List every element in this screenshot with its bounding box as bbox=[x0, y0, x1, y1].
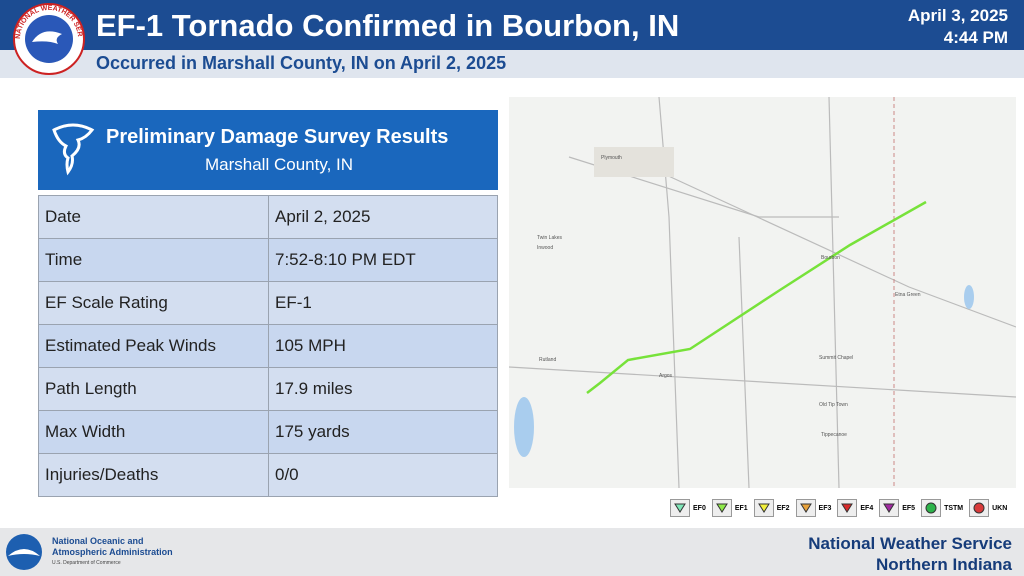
noaa-line: National Oceanic and bbox=[52, 536, 144, 546]
value-cell: 0/0 bbox=[268, 453, 498, 497]
legend-swatch bbox=[753, 499, 774, 517]
legend-swatch bbox=[711, 499, 732, 517]
table-row: Path Length 17.9 miles bbox=[38, 367, 498, 411]
panel-subtitle: Marshall County, IN bbox=[205, 155, 354, 174]
legend-swatch bbox=[921, 499, 942, 517]
legend-item: UKN bbox=[969, 499, 1007, 517]
nws-line: National Weather Service bbox=[808, 534, 1012, 553]
nws-logo: NATIONAL WEATHER SERVICE bbox=[10, 2, 85, 75]
legend-swatch bbox=[879, 499, 900, 517]
label-cell: Time bbox=[38, 238, 269, 282]
value-cell: 7:52-8:10 PM EDT bbox=[268, 238, 498, 282]
label-cell: Max Width bbox=[38, 410, 269, 454]
time: 4:44 PM bbox=[943, 28, 1008, 47]
title: EF-1 Tornado Confirmed in Bourbon, IN bbox=[96, 8, 680, 43]
table-row: Max Width 175 yards bbox=[38, 410, 498, 454]
legend-item: EF0 bbox=[670, 499, 706, 517]
nws-office: National Weather Service Northern Indiana bbox=[808, 533, 1012, 575]
legend-swatch bbox=[795, 499, 816, 517]
label-cell: Date bbox=[38, 195, 269, 239]
legend-item: EF2 bbox=[753, 499, 790, 517]
date: April 3, 2025 bbox=[907, 6, 1008, 25]
legend-label: EF1 bbox=[734, 504, 748, 512]
table-row: Time 7:52-8:10 PM EDT bbox=[38, 238, 498, 282]
map-label: Rutland bbox=[539, 357, 557, 363]
footer-bar bbox=[0, 528, 1024, 576]
legend-item: EF5 bbox=[879, 499, 915, 517]
legend-item: EF4 bbox=[837, 499, 873, 517]
legend-label: EF3 bbox=[818, 504, 832, 512]
issued: April 3, 2025 4:44 PM bbox=[908, 5, 1008, 49]
legend-swatch bbox=[837, 499, 858, 517]
legend: EF0 EF1 EF2 EF3 EF4 EF5 TSTM UKN bbox=[670, 497, 1007, 519]
legend-item: EF1 bbox=[711, 499, 748, 517]
map-label: Argos bbox=[659, 373, 673, 379]
map-lines bbox=[509, 97, 1016, 488]
panel-header: Preliminary Damage Survey Results Marsha… bbox=[38, 110, 498, 190]
legend-item: TSTM bbox=[921, 499, 963, 517]
tornado-icon bbox=[52, 123, 95, 176]
legend-label: EF4 bbox=[860, 504, 874, 512]
noaa-logo bbox=[6, 534, 42, 570]
value-cell: 175 yards bbox=[268, 410, 498, 454]
value-cell: 17.9 miles bbox=[268, 367, 498, 411]
legend-label: TSTM bbox=[944, 504, 964, 512]
legend-label: EF5 bbox=[902, 504, 916, 512]
legend-label: EF2 bbox=[776, 504, 790, 512]
label-cell: Injuries/Deaths bbox=[38, 453, 269, 497]
value-cell: EF-1 bbox=[268, 281, 498, 325]
legend-item: EF3 bbox=[795, 499, 832, 517]
legend-label: EF0 bbox=[693, 504, 706, 512]
map-label: Twin Lakes bbox=[537, 235, 563, 241]
results-table: Date April 2, 2025 Time 7:52-8:10 PM EDT EF … bbox=[38, 195, 498, 497]
legend-swatch bbox=[969, 499, 990, 517]
value-cell: April 2, 2025 bbox=[268, 195, 498, 239]
map-label: Plymouth bbox=[601, 155, 622, 161]
subtitle-bar bbox=[0, 50, 1024, 78]
table-row: Estimated Peak Winds 105 MPH bbox=[38, 324, 498, 368]
table-row: Date April 2, 2025 bbox=[38, 195, 498, 239]
map-label: Summit Chapel bbox=[819, 355, 854, 361]
label-cell: EF Scale Rating bbox=[38, 281, 269, 325]
label-cell: Estimated Peak Winds bbox=[38, 324, 269, 368]
noaa-text: National Oceanic and Atmospheric Administ… bbox=[52, 536, 173, 569]
map-label: Inwood bbox=[537, 245, 554, 251]
panel-title: Preliminary Damage Survey Results bbox=[106, 126, 449, 148]
map-label: Bourbon bbox=[821, 255, 840, 261]
value-cell: 105 MPH bbox=[268, 324, 498, 368]
title-bar bbox=[0, 0, 1024, 50]
subtitle: Occurred in Marshall County, IN on April… bbox=[96, 53, 507, 73]
table-row: EF Scale Rating EF-1 bbox=[38, 281, 498, 325]
table-row: Injuries/Deaths 0/0 bbox=[38, 453, 498, 497]
map-label: Tippecanoe bbox=[821, 432, 847, 438]
noaa-line: U.S. Department of Commerce bbox=[52, 560, 121, 566]
legend-swatch bbox=[670, 499, 690, 517]
map-label: Etna Green bbox=[895, 292, 921, 298]
noaa-line: Atmospheric Administration bbox=[52, 547, 173, 557]
map: Plymouth Twin Lakes Inwood Bourbon Etna Gree… bbox=[509, 97, 1016, 488]
nws-line: Northern Indiana bbox=[875, 555, 1012, 574]
label-cell: Path Length bbox=[38, 367, 269, 411]
legend-label: UKN bbox=[992, 504, 1008, 512]
map-label: Old Tip Town bbox=[819, 402, 848, 408]
